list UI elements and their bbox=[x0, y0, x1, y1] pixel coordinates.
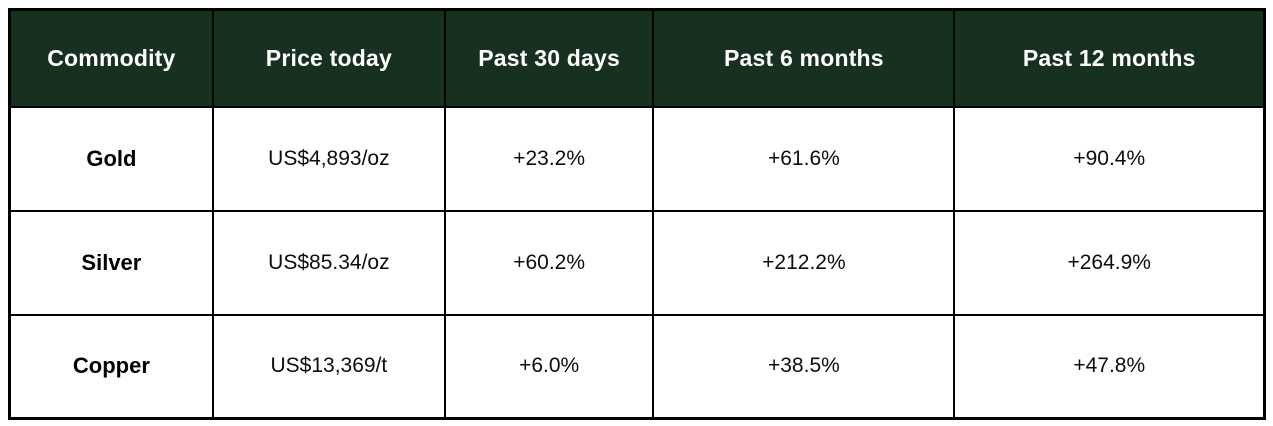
table-body: Gold US$4,893/oz +23.2% +61.6% +90.4% Si… bbox=[8, 105, 1266, 420]
gold-past-12-months-cell: +90.4% bbox=[953, 105, 1266, 212]
header-row: Commodity Price today Past 30 days Past … bbox=[8, 8, 1266, 108]
table-row-copper: Copper US$13,369/t +6.0% +38.5% +47.8% bbox=[8, 313, 1266, 420]
column-header-past-12-months: Past 12 months bbox=[953, 8, 1266, 108]
gold-name-cell: Gold bbox=[8, 105, 214, 212]
gold-price-today-cell: US$4,893/oz bbox=[211, 105, 446, 212]
table-header: Commodity Price today Past 30 days Past … bbox=[8, 8, 1266, 108]
copper-name-cell: Copper bbox=[8, 313, 214, 420]
silver-price-today-cell: US$85.34/oz bbox=[211, 209, 446, 316]
column-header-past-6-months: Past 6 months bbox=[652, 8, 956, 108]
column-header-price-today: Price today bbox=[211, 8, 446, 108]
silver-past-30-days-cell: +60.2% bbox=[443, 209, 655, 316]
column-header-commodity: Commodity bbox=[8, 8, 214, 108]
silver-past-6-months-cell: +212.2% bbox=[652, 209, 956, 316]
gold-past-30-days-cell: +23.2% bbox=[443, 105, 655, 212]
commodity-price-table: Commodity Price today Past 30 days Past … bbox=[8, 8, 1266, 420]
column-header-past-30-days: Past 30 days bbox=[443, 8, 655, 108]
gold-past-6-months-cell: +61.6% bbox=[652, 105, 956, 212]
table-row-gold: Gold US$4,893/oz +23.2% +61.6% +90.4% bbox=[8, 105, 1266, 212]
copper-past-6-months-cell: +38.5% bbox=[652, 313, 956, 420]
copper-price-today-cell: US$13,369/t bbox=[211, 313, 446, 420]
copper-past-30-days-cell: +6.0% bbox=[443, 313, 655, 420]
silver-name-cell: Silver bbox=[8, 209, 214, 316]
table-row-silver: Silver US$85.34/oz +60.2% +212.2% +264.9… bbox=[8, 209, 1266, 316]
silver-past-12-months-cell: +264.9% bbox=[953, 209, 1266, 316]
copper-past-12-months-cell: +47.8% bbox=[953, 313, 1266, 420]
